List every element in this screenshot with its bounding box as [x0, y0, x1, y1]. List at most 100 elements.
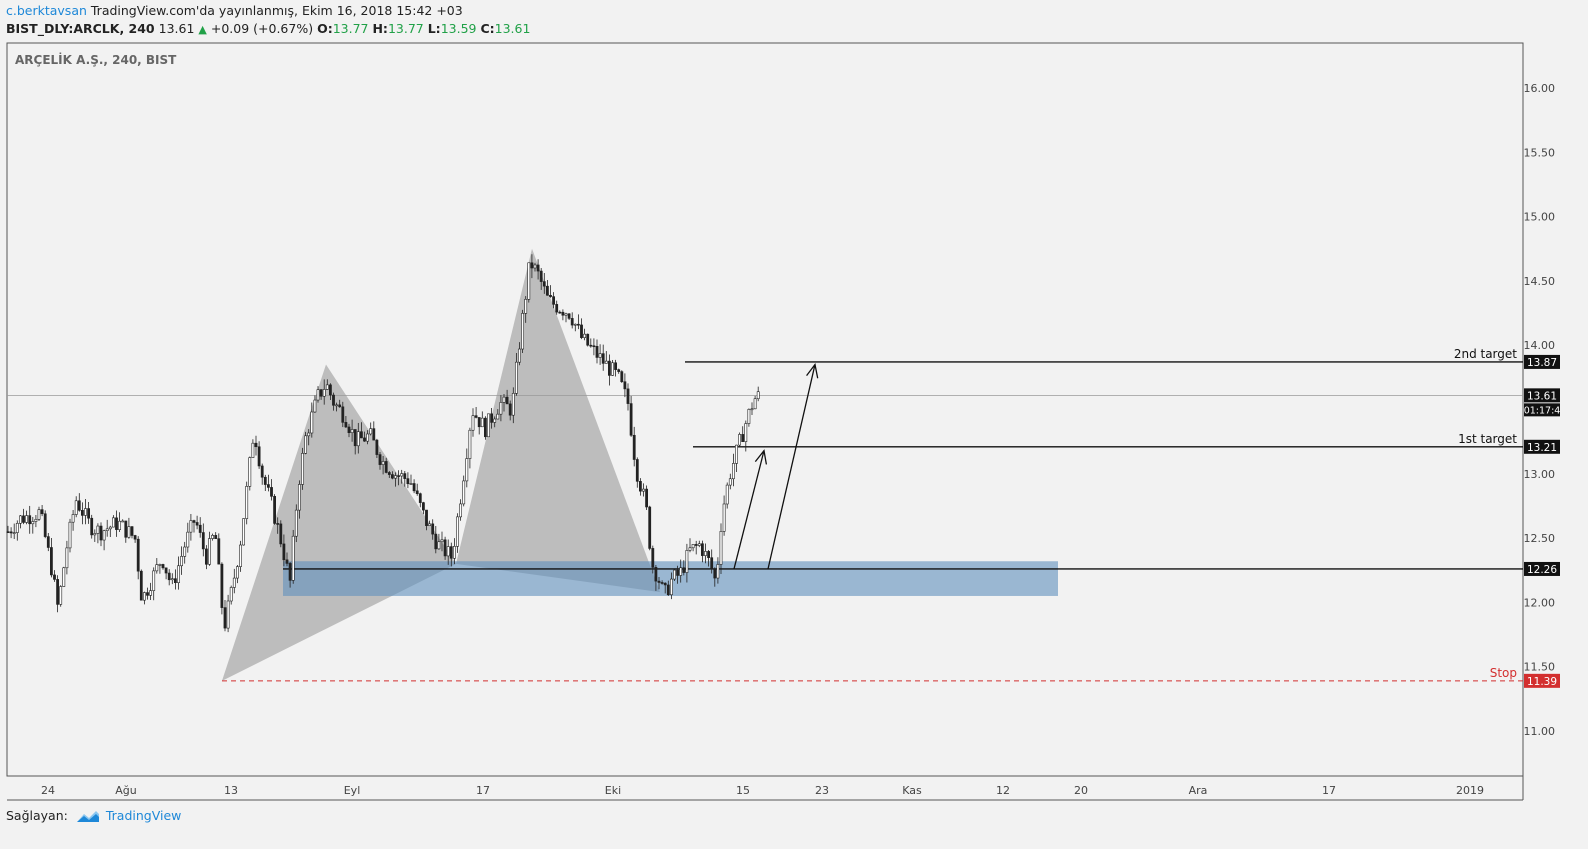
candle-body [617, 369, 621, 372]
harmonic-pattern[interactable] [222, 248, 660, 681]
candle-body [226, 600, 230, 629]
candle [174, 569, 177, 590]
candle [18, 515, 22, 529]
candle-body [322, 389, 326, 397]
candle-body [372, 428, 376, 441]
candle-body [477, 417, 481, 428]
candle-body [136, 538, 140, 572]
countdown-badge: 01:17:4 [1524, 403, 1560, 417]
candle-body [127, 526, 131, 538]
candle-body [660, 582, 664, 584]
candle [180, 546, 184, 575]
candle-body [728, 478, 732, 486]
candle [663, 582, 667, 594]
author-link[interactable]: c.berktavsan [6, 3, 87, 18]
price-value: 13.61 [158, 21, 195, 36]
candle [452, 538, 456, 565]
candle-body [654, 567, 658, 582]
arrow-to-1st-target[interactable] [733, 449, 768, 570]
level-label-0: 2nd target [1454, 347, 1517, 361]
candle-body [282, 543, 286, 561]
candle-body [363, 437, 366, 442]
candle-body [418, 493, 422, 503]
candle [614, 359, 618, 377]
candle-body [493, 418, 497, 423]
candle [9, 527, 13, 539]
candle [635, 457, 639, 488]
close-label: C: [480, 21, 495, 36]
candle-body [152, 570, 156, 591]
candle [514, 352, 518, 396]
candle [601, 344, 605, 371]
candle [521, 309, 525, 354]
time-axis[interactable]: 24 Ağu 13 Eyl 17 Eki 15 23 Kas 12 20 Ara 17 2019 [41, 784, 1484, 797]
candle [359, 422, 363, 439]
candle [127, 517, 131, 539]
candle-body [205, 548, 208, 565]
target-arrows[interactable] [733, 362, 819, 570]
candle [341, 401, 345, 428]
candle [25, 510, 29, 525]
tradingview-link[interactable]: TradingView [105, 808, 182, 823]
candle [421, 501, 425, 515]
candle [34, 514, 38, 528]
candle [700, 540, 704, 563]
candle [139, 569, 143, 601]
candle [99, 522, 103, 547]
candle [704, 543, 707, 564]
candle-body [468, 429, 472, 459]
candle [403, 470, 407, 487]
level-lines[interactable]: 2nd target 1st target Stop [7, 347, 1523, 682]
level-badge-0-bg [1524, 354, 1560, 369]
candle-body [741, 434, 745, 442]
candle [68, 518, 72, 553]
candle [412, 479, 416, 494]
candle [468, 427, 472, 469]
candle-body [130, 526, 134, 536]
candle [189, 513, 193, 541]
candle [638, 478, 642, 496]
candle-body [545, 285, 549, 296]
candle [205, 545, 208, 570]
candle-body [465, 458, 469, 482]
candle-body [651, 548, 655, 568]
candle-body [638, 481, 642, 492]
candle [394, 472, 397, 487]
arrow-to-2nd-target-shaft [767, 364, 816, 570]
candle [676, 565, 680, 584]
candle-body [406, 478, 410, 485]
candle [583, 328, 587, 341]
candle [682, 560, 686, 576]
candle-body [56, 579, 60, 605]
arrow-to-2nd-target[interactable] [767, 362, 819, 570]
candle [136, 536, 140, 580]
candle [707, 550, 711, 567]
candle [716, 557, 720, 584]
candle [673, 568, 676, 581]
pattern-triangle-2[interactable] [456, 248, 660, 593]
header-line-1: c.berktavsan TradingView.com'da yayınlan… [6, 3, 463, 18]
candle [220, 562, 224, 615]
time-tick-label: 24 [41, 784, 55, 797]
candle [372, 421, 376, 441]
candle [524, 296, 528, 323]
candle [375, 438, 379, 458]
candle-body [673, 569, 676, 580]
candle-body [679, 567, 683, 576]
candle-body [266, 484, 270, 488]
candle [316, 386, 320, 403]
candle [490, 407, 494, 429]
candle [257, 441, 261, 469]
candle-body [682, 567, 686, 573]
candle [356, 422, 360, 454]
candle-body [319, 389, 323, 397]
pattern-triangle-1[interactable] [222, 364, 456, 681]
candle-body [589, 344, 593, 347]
candle [325, 379, 329, 390]
candle [620, 370, 624, 383]
candle [214, 532, 218, 539]
candle-body [750, 408, 754, 411]
candle [77, 493, 81, 512]
candle [474, 407, 478, 419]
